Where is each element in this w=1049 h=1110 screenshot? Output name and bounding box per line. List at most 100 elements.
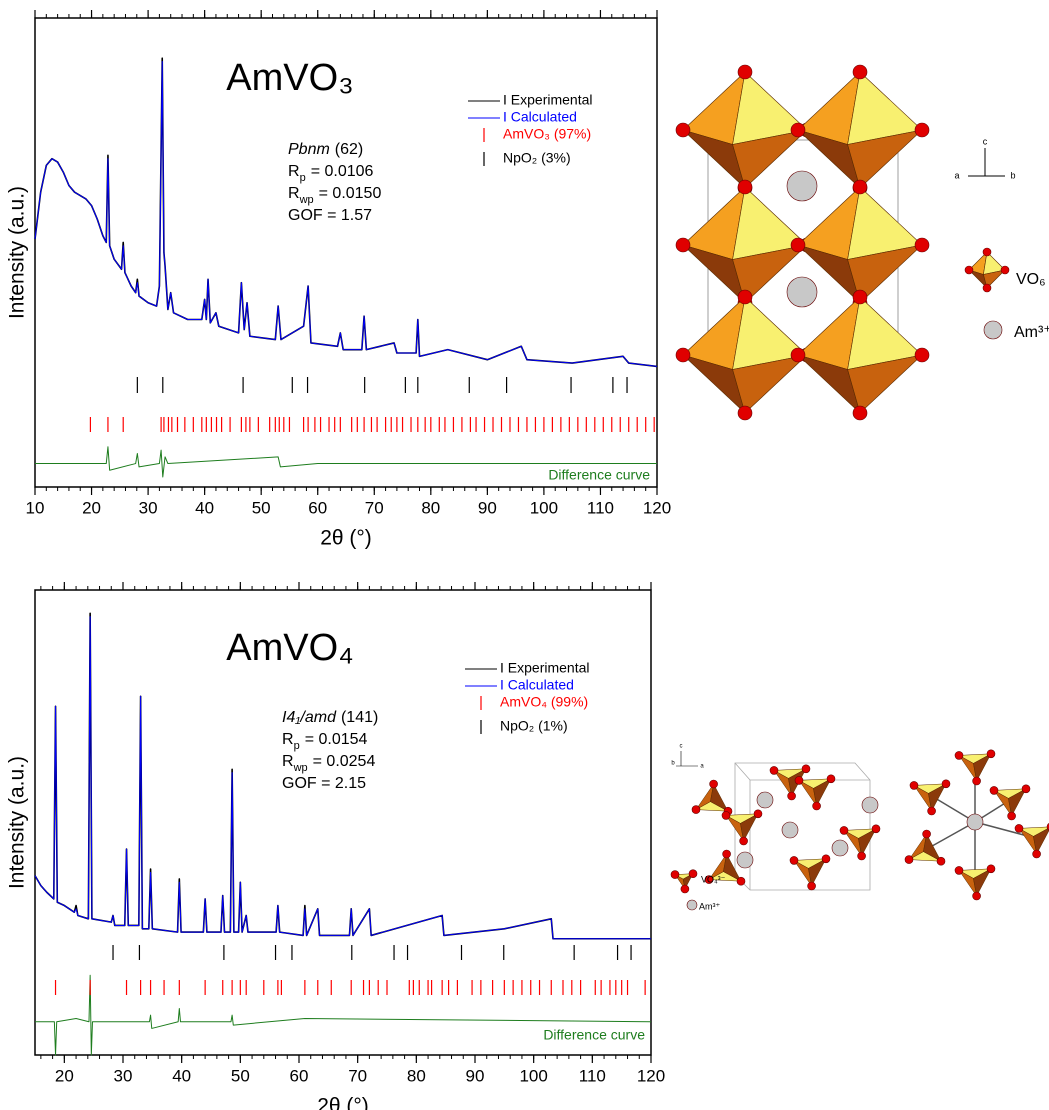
- axis-letter: b: [671, 761, 675, 767]
- refinement-stat: Rp= 0.0154: [282, 731, 368, 752]
- atom: [787, 171, 817, 201]
- x-tick-label: 60: [308, 498, 327, 517]
- refinement-stat: I4₁/amd(141): [282, 709, 378, 726]
- structures: [671, 65, 1049, 910]
- x-tick-label: 110: [587, 498, 614, 517]
- atom: [832, 840, 848, 856]
- atom: [671, 871, 679, 879]
- atom: [1022, 785, 1030, 793]
- x-tick-label: 20: [55, 1066, 74, 1085]
- legend-label: NpO₂ (3%): [503, 150, 571, 166]
- refinement-stat: GOF = 2.15: [282, 775, 366, 792]
- atom: [791, 123, 805, 137]
- atom: [754, 810, 762, 818]
- x-tick-label: 120: [637, 1066, 665, 1085]
- stat-part: R: [282, 753, 294, 770]
- atom: [737, 852, 753, 868]
- difference-label: Difference curve: [548, 467, 650, 483]
- atom: [983, 248, 991, 256]
- atom: [738, 406, 752, 420]
- polyhedron-label: VO₄³⁻: [701, 874, 726, 884]
- x-tick-label: 80: [407, 1066, 426, 1085]
- x-tick-label: 40: [195, 498, 214, 517]
- atom: [853, 65, 867, 79]
- x-tick-label: 110: [579, 1066, 606, 1085]
- ion-label: Am³⁺: [699, 901, 720, 911]
- stat-part: I4₁/amd: [282, 709, 337, 726]
- atom: [722, 811, 730, 819]
- atom: [990, 786, 998, 794]
- legend-label: I Calculated: [503, 109, 577, 125]
- polyhedron-label: VO₆: [1016, 271, 1046, 288]
- atom: [788, 792, 796, 800]
- atom: [791, 348, 805, 362]
- atom: [937, 857, 945, 865]
- x-tick-label: 90: [478, 498, 497, 517]
- legend-label: AmVO₄ (99%): [500, 694, 588, 710]
- atom: [983, 284, 991, 292]
- atom: [790, 856, 798, 864]
- x-tick-label: 30: [114, 1066, 133, 1085]
- axis-letter: a: [700, 764, 704, 770]
- refinement-stat: Pbnm(62): [288, 141, 363, 158]
- x-tick-label: 100: [530, 498, 558, 517]
- x-tick-label: 20: [82, 498, 101, 517]
- stat-part: p: [294, 740, 300, 752]
- atom: [965, 266, 973, 274]
- atom: [757, 792, 773, 808]
- atom: [738, 180, 752, 194]
- stat-part: wp: [299, 194, 314, 206]
- x-tick-label: 70: [348, 1066, 367, 1085]
- atom: [681, 885, 689, 893]
- chart-title: AmVO₃: [226, 57, 353, 99]
- atom: [676, 238, 690, 252]
- axis-letter: c: [680, 744, 683, 750]
- atom: [740, 837, 748, 845]
- atom: [1033, 850, 1041, 858]
- atom: [738, 65, 752, 79]
- atom: [862, 797, 878, 813]
- legend-label: I Calculated: [500, 677, 574, 693]
- stat-part: GOF = 2.15: [282, 775, 366, 792]
- chart-title: AmVO₄: [226, 627, 353, 669]
- x-tick-label: 100: [519, 1066, 547, 1085]
- atom: [770, 766, 778, 774]
- atom: [723, 850, 731, 858]
- page: c a b VO₆ Am³⁺ c b a VO₄³⁻ Am³⁺ 10203040…: [0, 0, 1049, 1110]
- atom: [967, 814, 983, 830]
- atom: [923, 830, 931, 838]
- y-axis-label: Intensity (a.u.): [6, 756, 29, 889]
- difference-line: [35, 975, 651, 1055]
- atom: [853, 180, 867, 194]
- atom: [858, 852, 866, 860]
- atom: [802, 765, 810, 773]
- atom: [822, 855, 830, 863]
- legend-label: I Experimental: [500, 660, 589, 676]
- atom: [813, 802, 821, 810]
- x-tick-label: 50: [252, 498, 271, 517]
- x-tick-label: 10: [26, 498, 45, 517]
- ion-label: Am³⁺: [1014, 324, 1049, 341]
- atom: [710, 780, 718, 788]
- atom: [987, 865, 995, 873]
- atom: [738, 290, 752, 304]
- x-tick-label: 80: [421, 498, 440, 517]
- atom: [984, 321, 1002, 339]
- stat-part: = 0.0254: [313, 753, 376, 770]
- difference-label: Difference curve: [543, 1027, 645, 1043]
- atom: [915, 123, 929, 137]
- axis-letter: b: [1010, 170, 1015, 180]
- atom: [676, 348, 690, 362]
- x-tick-label: 40: [172, 1066, 191, 1085]
- atom: [687, 900, 697, 910]
- atom: [853, 406, 867, 420]
- stat-part: wp: [293, 762, 308, 774]
- refinement-stat: Rwp= 0.0150: [288, 185, 381, 206]
- stat-part: GOF = 1.57: [288, 207, 372, 224]
- axis-letter: c: [983, 136, 988, 146]
- atom: [973, 892, 981, 900]
- refinement-stat: Rp= 0.0106: [288, 163, 374, 184]
- legend-label: AmVO₃ (97%): [503, 126, 591, 142]
- stat-part: R: [288, 163, 300, 180]
- atom: [915, 348, 929, 362]
